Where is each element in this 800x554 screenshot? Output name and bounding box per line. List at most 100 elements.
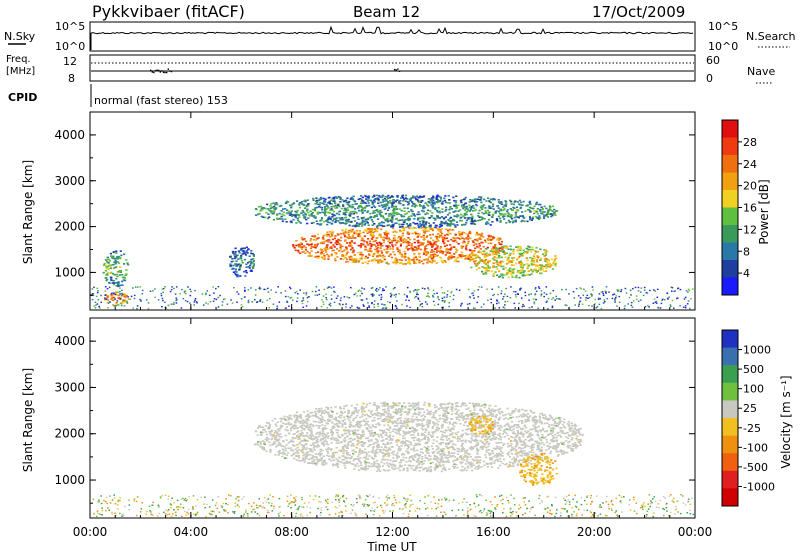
velocity-cell: [345, 446, 349, 448]
velocity-cell: [463, 459, 466, 461]
power-cell: [157, 299, 160, 301]
velocity-cell: [333, 451, 337, 454]
power-cell: [475, 204, 478, 207]
velocity-cell: [445, 445, 448, 448]
power-cell: [499, 212, 502, 215]
power-cell: [453, 199, 456, 202]
power-cell: [431, 233, 434, 236]
power-cell: [684, 305, 687, 307]
power-cell: [113, 305, 116, 307]
velocity-cell: [307, 419, 310, 422]
power-cell: [414, 197, 417, 199]
power-cell: [277, 286, 279, 288]
power-cell: [290, 206, 293, 209]
power-cell: [344, 256, 347, 259]
power-cell: [399, 243, 403, 245]
power-cell: [393, 237, 396, 240]
power-cell: [674, 290, 677, 292]
velocity-cell: [349, 421, 352, 424]
velocity-cell: [477, 435, 480, 437]
power-cell: [365, 220, 368, 223]
power-cell: [208, 294, 211, 296]
power-cell: [316, 223, 319, 225]
power-cell: [483, 261, 486, 263]
power-cell: [545, 301, 548, 303]
power-cell: [338, 217, 341, 219]
power-cell: [405, 245, 408, 248]
power-cell: [259, 205, 263, 208]
velocity-cell: [462, 469, 466, 471]
velocity-cell: [494, 405, 497, 407]
power-cell: [614, 301, 616, 303]
power-cell: [355, 229, 359, 232]
power-cell: [313, 234, 316, 237]
power-cell: [413, 249, 416, 251]
power-cell: [239, 257, 242, 259]
power-cell: [388, 196, 391, 199]
power-cell: [368, 306, 370, 308]
power-cell: [439, 224, 442, 226]
velocity-cell: [431, 427, 434, 430]
power-cell: [350, 205, 353, 208]
velocity-cell: [465, 408, 468, 410]
power-cell: [314, 294, 316, 296]
power-cell: [514, 200, 517, 202]
power-cell: [105, 264, 108, 267]
power-cell: [581, 303, 584, 305]
power-cell: [407, 219, 410, 222]
power-cell: [440, 286, 443, 289]
power-cell: [402, 228, 405, 231]
velocity-cell: [357, 433, 361, 436]
velocity-cell: [399, 449, 402, 452]
power-cell: [514, 294, 517, 296]
velocity-cell: [360, 435, 363, 438]
power-cell: [555, 257, 558, 260]
power-cell: [343, 209, 346, 212]
power-cell: [478, 236, 481, 239]
power-cell: [446, 214, 449, 216]
velocity-cell: [538, 419, 541, 421]
velocity-cell: [441, 426, 444, 429]
power-cell: [259, 299, 261, 302]
power-cell: [133, 297, 136, 300]
power-cell: [250, 287, 252, 289]
power-cell: [305, 205, 308, 208]
velocity-cell: [446, 454, 449, 457]
power-cell: [528, 215, 531, 218]
power-cell: [439, 196, 442, 199]
velocity-cell: [347, 444, 350, 447]
velocity-cell: [275, 432, 278, 434]
power-cell: [632, 300, 635, 302]
velocity-cell: [337, 429, 340, 431]
power-cell: [505, 247, 508, 249]
power-cell: [491, 221, 494, 223]
power-cell: [533, 257, 536, 259]
power-cell: [483, 256, 487, 258]
power-cell: [351, 228, 355, 231]
velocity-cell: [362, 433, 365, 436]
power-cell: [288, 204, 292, 207]
power-cell: [495, 261, 499, 263]
power-cell: [653, 289, 655, 291]
power-cell: [591, 295, 593, 297]
power-cell: [389, 218, 392, 221]
power-cell: [512, 203, 515, 206]
power-cell: [230, 260, 233, 263]
power-cell: [114, 293, 117, 296]
power-cell: [440, 216, 444, 218]
velocity-cell: [274, 442, 277, 444]
velocity-cell: [307, 426, 310, 429]
power-cell: [392, 205, 395, 208]
power-cell: [351, 225, 354, 227]
velocity-cell: [577, 429, 580, 432]
power-cell: [422, 207, 425, 210]
power-cell: [504, 293, 506, 295]
power-cell: [356, 295, 358, 297]
power-cell: [419, 248, 423, 251]
power-cell: [483, 204, 486, 206]
velocity-cell: [495, 414, 498, 416]
power-cell: [379, 211, 382, 213]
power-cell: [264, 207, 267, 210]
power-cell: [115, 250, 118, 252]
power-cell: [389, 292, 392, 295]
